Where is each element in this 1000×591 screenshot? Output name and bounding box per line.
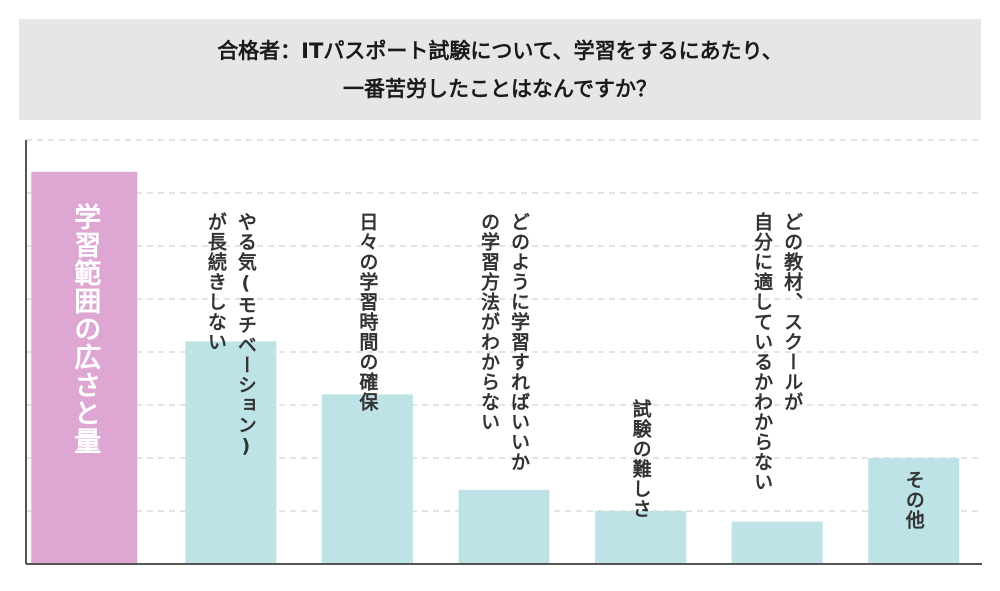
bar-5	[595, 511, 687, 564]
bar-label-1: 学習範囲の広さと量	[69, 203, 101, 455]
bar-label-7: その他	[902, 470, 925, 530]
bar-3	[321, 394, 413, 564]
bar-label-5: 試験の難しさ	[629, 399, 652, 519]
bar-7	[868, 458, 960, 564]
chart-title: 合格者：ITパスポート試験について、学習をするにあたり、 一番苦労したことはなん…	[217, 38, 783, 101]
title-banner: 合格者：ITパスポート試験について、学習をするにあたり、 一番苦労したことはなん…	[19, 19, 981, 120]
bar-label-3: 日々の学習時間の確保	[356, 212, 379, 412]
bar-2	[185, 341, 277, 564]
bar-label-4: どのように学習すればいいか の学習方法がわからない	[478, 212, 530, 472]
bar-label-6: どの教材、スクールが 自分に適しているかわからない	[751, 212, 804, 492]
bar-4	[458, 489, 550, 564]
bar-label-2: やる気(モチベーション) が長続きしない	[204, 212, 257, 458]
bar-highlight	[31, 171, 138, 565]
bar-6	[731, 521, 823, 564]
